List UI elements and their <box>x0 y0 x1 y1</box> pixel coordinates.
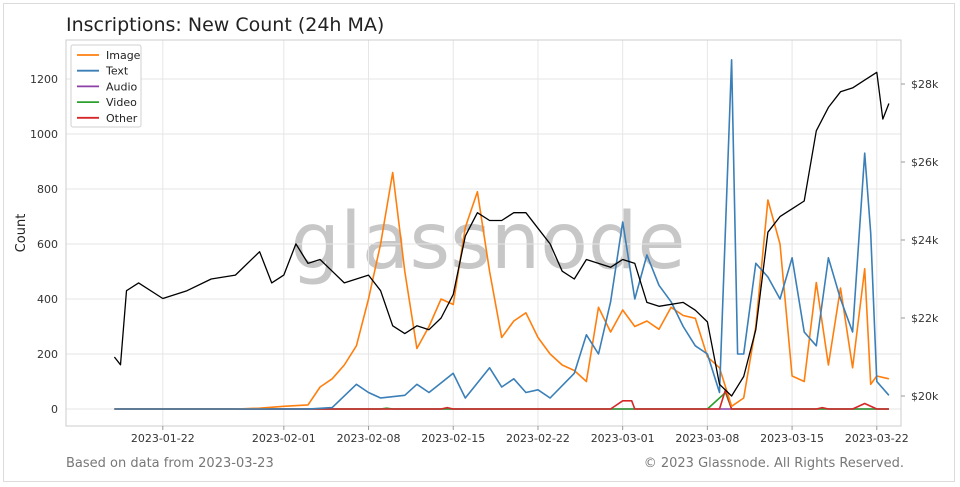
x-tick-label: 2023-02-15 <box>421 432 485 445</box>
y-tick-label: 1200 <box>30 73 58 86</box>
legend-label-text: Text <box>105 65 129 78</box>
y-tick-label: 0 <box>51 403 58 416</box>
copyright-note: © 2023 Glassnode. All Rights Reserved. <box>643 456 904 471</box>
legend-label-image: Image <box>106 49 141 62</box>
x-tick-label: 2023-03-22 <box>845 432 909 445</box>
x-tick-label: 2023-01-22 <box>131 432 195 445</box>
y-tick-label: 200 <box>37 348 58 361</box>
x-tick-label: 2023-02-22 <box>506 432 570 445</box>
series-lines <box>113 59 890 410</box>
y-tick-label: 400 <box>37 293 58 306</box>
plot-border <box>65 39 902 427</box>
legend-label-video: Video <box>106 96 137 109</box>
series-line-video <box>114 391 889 410</box>
series-line-price <box>113 71 890 397</box>
legend-label-audio: Audio <box>106 80 138 93</box>
series-line-image <box>114 171 890 410</box>
y2-tick-label: $28k <box>911 78 939 91</box>
x-tick-label: 2023-02-08 <box>337 432 401 445</box>
x-tick-label: 2023-03-01 <box>591 432 655 445</box>
y-tick-label: 600 <box>37 238 58 251</box>
y2-tick-label: $20k <box>911 390 939 403</box>
y2-tick-label: $24k <box>911 234 939 247</box>
chart-frame <box>3 3 955 482</box>
y2-tick-label: $26k <box>911 156 939 169</box>
data-source-note: Based on data from 2023-03-23 <box>66 456 274 471</box>
y-axis-label: Count <box>14 214 29 253</box>
series-line-text <box>114 59 890 410</box>
x-tick-label: 2023-03-08 <box>675 432 739 445</box>
y2-tick-label: $22k <box>911 312 939 325</box>
series-line-other <box>114 389 889 410</box>
legend-box <box>70 44 142 128</box>
x-tick-label: 2023-03-15 <box>760 432 824 445</box>
legend-label-other: Other <box>106 112 138 125</box>
axes: 0 200 400 600 800 1000 1200 2023-01-22 2023-02-0… <box>30 39 939 445</box>
y-tick-label: 1000 <box>30 128 58 141</box>
legend: Image Text Audio Video Other <box>70 44 142 128</box>
x-tick-label: 2023-02-01 <box>252 432 316 445</box>
chart-title: Inscriptions: New Count (24h MA) <box>66 14 385 36</box>
y-tick-label: 800 <box>37 183 58 196</box>
